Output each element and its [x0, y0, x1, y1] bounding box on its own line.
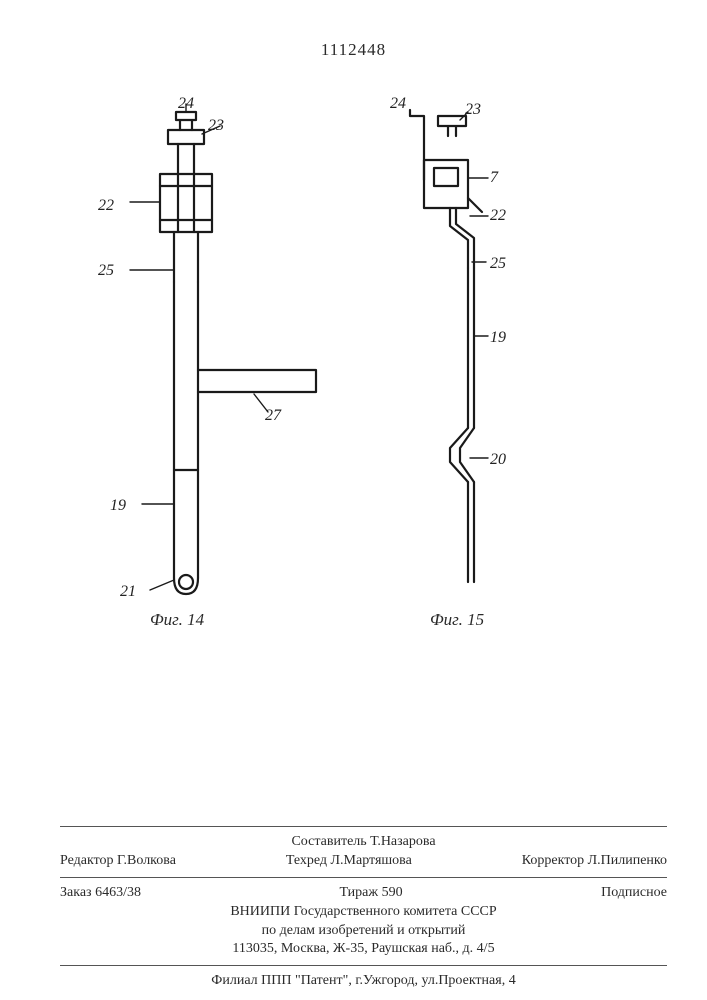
label-19: 19: [110, 497, 126, 514]
fig15-caption: Фиг. 15: [430, 610, 484, 630]
editor-name: Г.Волкова: [117, 853, 176, 868]
label-7: 7: [490, 169, 499, 186]
label-20: 20: [490, 451, 506, 468]
order-label: Заказ: [60, 885, 92, 900]
label-22: 22: [98, 197, 114, 214]
label-19b: 19: [490, 329, 506, 346]
label-23b: 23: [465, 101, 481, 118]
label-24b: 24: [390, 95, 406, 112]
editor-label: Редактор: [60, 853, 114, 868]
org-line-1: ВНИИПИ Государственного комитета СССР: [60, 903, 667, 922]
order-num: 6463/38: [95, 885, 141, 900]
label-21: 21: [120, 583, 136, 600]
rule: [60, 877, 667, 878]
label-23: 23: [208, 117, 224, 134]
page: 1112448: [0, 0, 707, 1000]
corrector-label: Корректор: [522, 853, 584, 868]
label-25: 25: [98, 262, 114, 279]
label-22b: 22: [490, 207, 506, 224]
techred-name: Л.Мартяшова: [331, 853, 412, 868]
figure-15: 24 23 7 22 25 19 20: [390, 90, 590, 630]
label-27: 27: [265, 407, 282, 424]
subscription: Подписное: [601, 884, 667, 903]
compiler-name: Т.Назарова: [370, 834, 435, 849]
tirazh-num: 590: [382, 885, 403, 900]
fig14-caption: Фиг. 14: [150, 610, 204, 630]
figures-area: 24 23 22 25 27 19 21 Фиг. 14: [80, 90, 620, 690]
org-line-2: по делам изобретений и открытий: [60, 922, 667, 941]
label-25b: 25: [490, 255, 506, 272]
techred-label: Техред: [286, 853, 327, 868]
branch-line: Филиал ППП "Патент", г.Ужгород, ул.Проек…: [60, 972, 667, 991]
label-24: 24: [178, 95, 194, 112]
colophon: Составитель Т.Назарова Редактор Г.Волков…: [60, 820, 667, 991]
rule: [60, 965, 667, 966]
document-number: 1112448: [321, 40, 386, 60]
tirazh-label: Тираж: [339, 885, 378, 900]
corrector-name: Л.Пилипенко: [588, 853, 667, 868]
rule: [60, 826, 667, 827]
compiler-label: Составитель: [291, 834, 366, 849]
figure-14: 24 23 22 25 27 19 21: [90, 90, 340, 630]
address: 113035, Москва, Ж-35, Раушская наб., д. …: [60, 940, 667, 959]
